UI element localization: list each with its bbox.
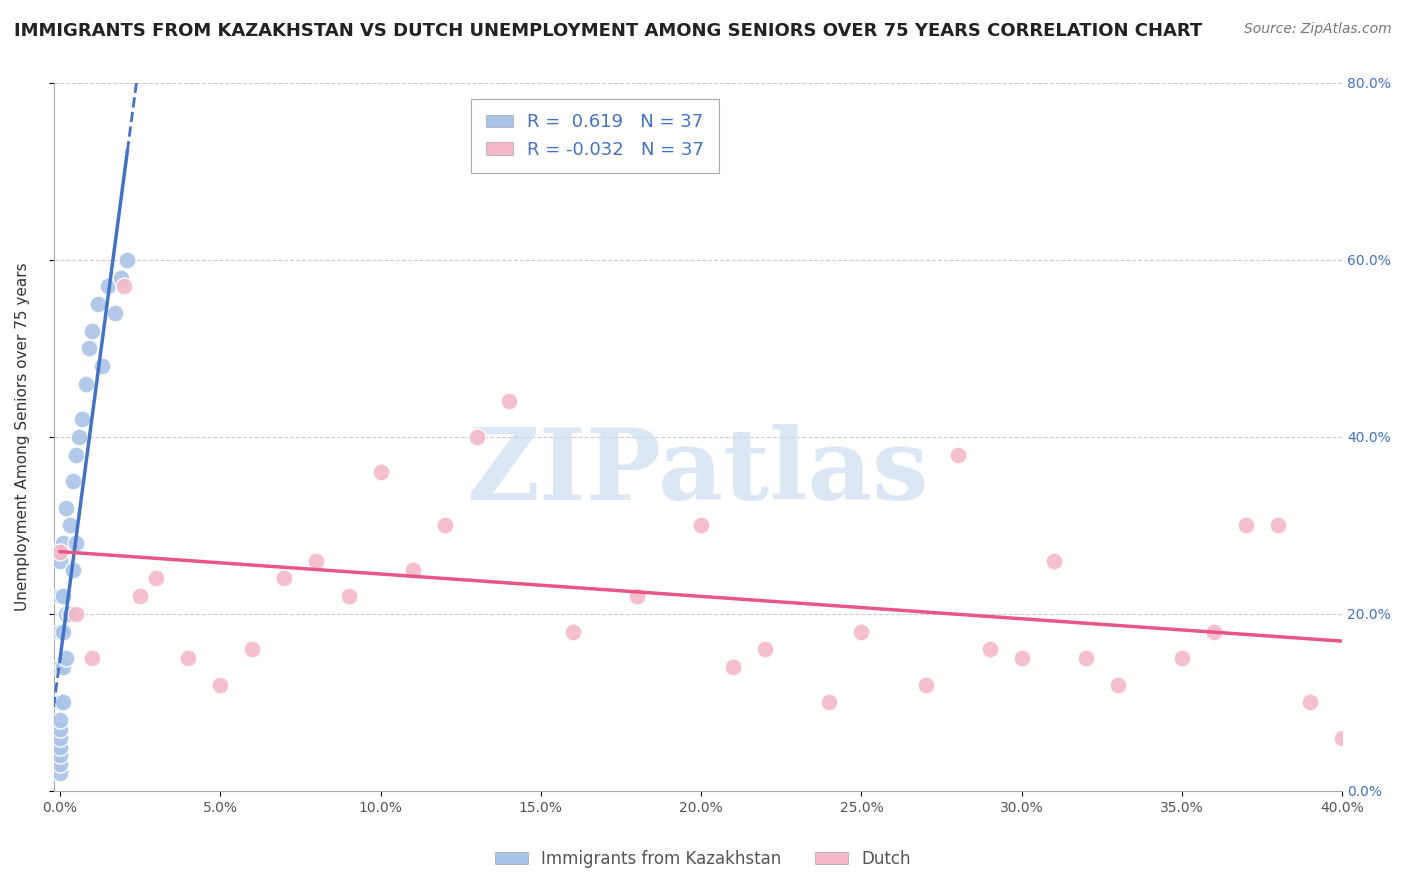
- Point: [59, 607, 82, 621]
- Point: [305, 554, 328, 568]
- Point: [370, 465, 392, 479]
- Point: [49, 624, 72, 639]
- Point: [145, 572, 167, 586]
- Point: [914, 678, 936, 692]
- Point: [209, 678, 232, 692]
- Point: [52, 536, 75, 550]
- Point: [561, 624, 583, 639]
- Point: [49, 589, 72, 603]
- Point: [240, 642, 263, 657]
- Point: [818, 695, 841, 709]
- Point: [49, 739, 72, 754]
- Point: [103, 306, 125, 320]
- Point: [49, 695, 72, 709]
- Point: [49, 554, 72, 568]
- Point: [690, 518, 713, 533]
- Point: [979, 642, 1001, 657]
- Point: [52, 660, 75, 674]
- Point: [273, 572, 295, 586]
- Point: [65, 607, 87, 621]
- Point: [946, 448, 969, 462]
- Point: [49, 748, 72, 763]
- Point: [80, 324, 103, 338]
- Point: [1299, 695, 1322, 709]
- Point: [49, 731, 72, 745]
- Y-axis label: Unemployment Among Seniors over 75 years: Unemployment Among Seniors over 75 years: [15, 262, 30, 611]
- Point: [65, 448, 87, 462]
- Point: [75, 376, 97, 391]
- Point: [90, 359, 112, 373]
- Point: [97, 279, 120, 293]
- Point: [177, 651, 200, 665]
- Point: [67, 430, 90, 444]
- Legend: R =  0.619   N = 37, R = -0.032   N = 37: R = 0.619 N = 37, R = -0.032 N = 37: [471, 99, 718, 173]
- Point: [498, 394, 520, 409]
- Point: [851, 624, 873, 639]
- Point: [52, 624, 75, 639]
- Point: [49, 545, 72, 559]
- Text: ZIPatlas: ZIPatlas: [467, 424, 929, 521]
- Point: [62, 563, 84, 577]
- Point: [87, 297, 110, 311]
- Point: [129, 589, 152, 603]
- Point: [72, 412, 94, 426]
- Point: [49, 713, 72, 727]
- Text: Source: ZipAtlas.com: Source: ZipAtlas.com: [1244, 22, 1392, 37]
- Point: [117, 252, 139, 267]
- Legend: Immigrants from Kazakhstan, Dutch: Immigrants from Kazakhstan, Dutch: [488, 844, 918, 875]
- Point: [52, 589, 75, 603]
- Point: [465, 430, 488, 444]
- Point: [1267, 518, 1289, 533]
- Point: [65, 536, 87, 550]
- Point: [55, 651, 77, 665]
- Point: [337, 589, 360, 603]
- Point: [110, 270, 132, 285]
- Point: [1202, 624, 1225, 639]
- Point: [62, 474, 84, 488]
- Point: [626, 589, 648, 603]
- Point: [721, 660, 744, 674]
- Point: [1234, 518, 1257, 533]
- Point: [49, 766, 72, 780]
- Point: [49, 722, 72, 736]
- Point: [433, 518, 456, 533]
- Text: IMMIGRANTS FROM KAZAKHSTAN VS DUTCH UNEMPLOYMENT AMONG SENIORS OVER 75 YEARS COR: IMMIGRANTS FROM KAZAKHSTAN VS DUTCH UNEM…: [14, 22, 1202, 40]
- Point: [754, 642, 776, 657]
- Point: [80, 651, 103, 665]
- Point: [1074, 651, 1097, 665]
- Point: [77, 342, 100, 356]
- Point: [52, 695, 75, 709]
- Point: [1107, 678, 1129, 692]
- Point: [49, 660, 72, 674]
- Point: [55, 607, 77, 621]
- Point: [112, 279, 135, 293]
- Point: [55, 500, 77, 515]
- Point: [1042, 554, 1064, 568]
- Point: [1331, 731, 1354, 745]
- Point: [49, 757, 72, 772]
- Point: [1011, 651, 1033, 665]
- Point: [1171, 651, 1194, 665]
- Point: [401, 563, 423, 577]
- Point: [59, 518, 82, 533]
